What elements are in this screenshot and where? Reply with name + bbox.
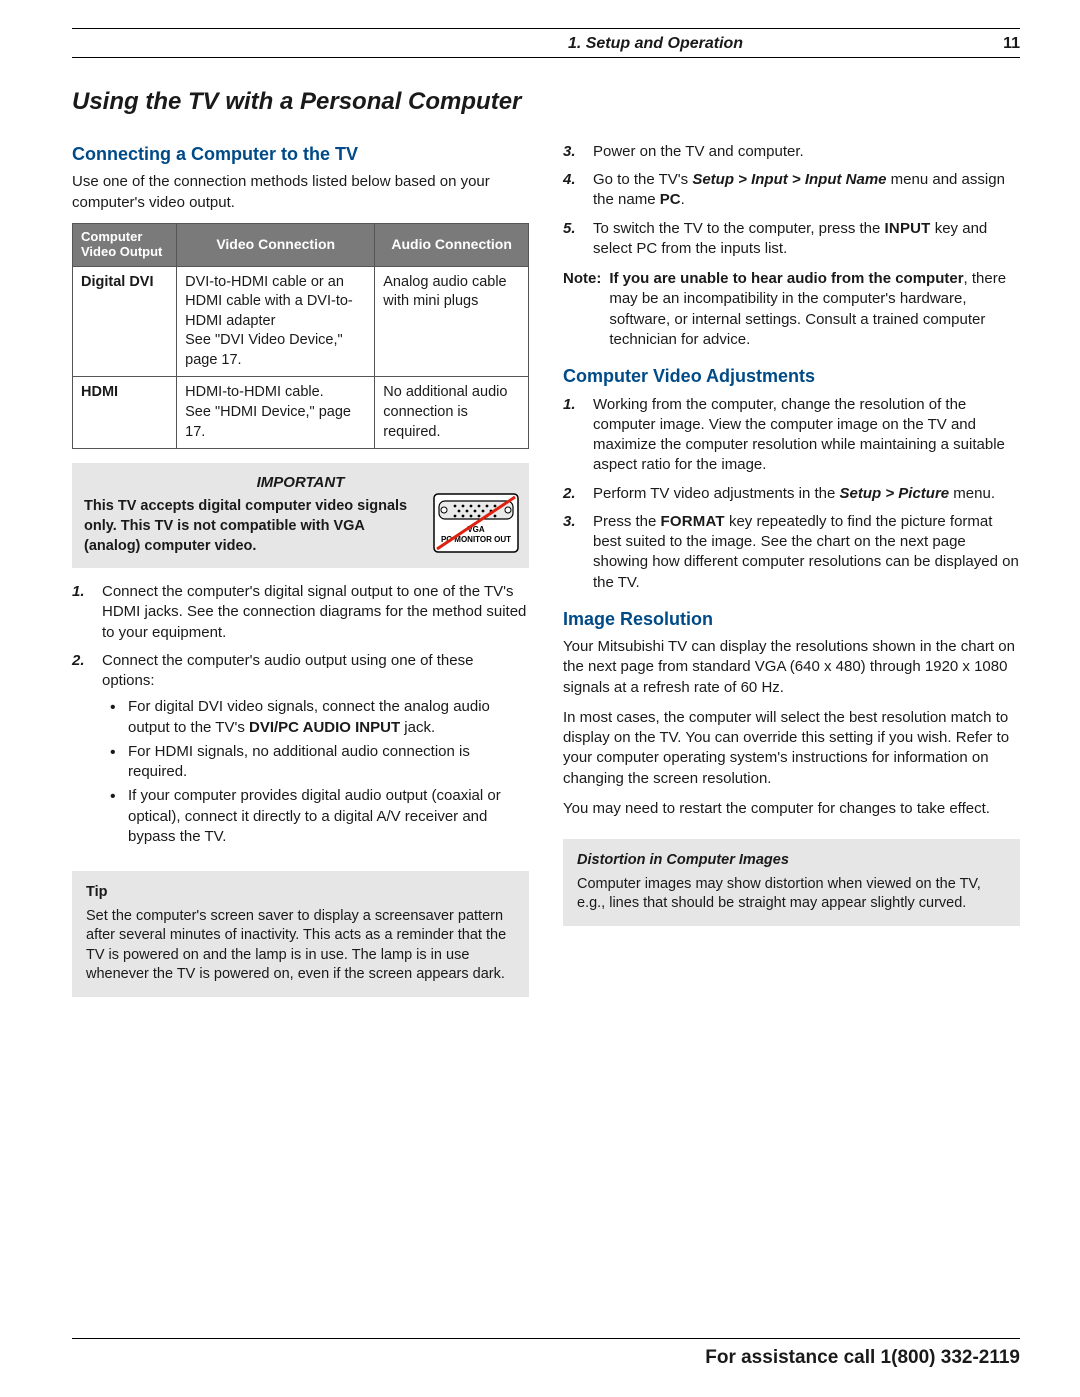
note-body: If you are unable to hear audio from the… bbox=[609, 269, 1020, 350]
note-label: Note: bbox=[563, 269, 601, 350]
list-item: Go to the TV's Setup > Input > Input Nam… bbox=[563, 170, 1020, 211]
resolution-p1: Your Mitsubishi TV can display the resol… bbox=[563, 637, 1020, 698]
th-computer-video-output: Computer Video Output bbox=[73, 223, 177, 266]
cell-audio-hdmi: No additional audio connec­tion is requi… bbox=[375, 377, 529, 449]
adjust-steps: Working from the computer, change the re… bbox=[563, 395, 1020, 593]
heading-resolution: Image Resolution bbox=[563, 607, 1020, 631]
heading-adjustments: Computer Video Adjustments bbox=[563, 364, 1020, 388]
cell-audio-dvi: Analog audio cable with mini plugs bbox=[375, 266, 529, 377]
heading-connecting: Connecting a Computer to the TV bbox=[72, 142, 529, 166]
th-audio-connection: Audio Connection bbox=[375, 223, 529, 266]
connecting-intro: Use one of the connection methods listed… bbox=[72, 172, 529, 213]
distortion-callout: Distortion in Computer Images Computer i… bbox=[563, 839, 1020, 926]
two-column-layout: Connecting a Computer to the TV Use one … bbox=[72, 142, 1020, 997]
header-section: 1. Setup and Operation bbox=[568, 33, 743, 55]
connect-steps: Connect the computer's digital signal ou… bbox=[72, 582, 529, 847]
cell-out-dvi: Digital DVI bbox=[73, 266, 177, 377]
list-item: Connect the computer's audio output usin… bbox=[72, 651, 529, 847]
list-item: Working from the computer, change the re… bbox=[563, 395, 1020, 476]
top-rule-thin bbox=[72, 57, 1020, 58]
connection-table: Computer Video Output Video Connection A… bbox=[72, 223, 529, 449]
left-column: Connecting a Computer to the TV Use one … bbox=[72, 142, 529, 997]
footer-assistance: For assistance call 1(800) 332-2119 bbox=[72, 1338, 1020, 1371]
distortion-title: Distortion in Computer Images bbox=[577, 851, 1006, 871]
audio-options: For digital DVI video signals, connect t… bbox=[102, 697, 529, 847]
right-column: Power on the TV and computer. Go to the … bbox=[563, 142, 1020, 997]
list-item: Press the FORMAT key repeatedly to find … bbox=[563, 512, 1020, 593]
tip-body: Set the computer's screen saver to displ… bbox=[86, 907, 515, 985]
table-row: HDMI HDMI-to-HDMI cable. See "HDMI Devic… bbox=[73, 377, 529, 449]
step-2-text: Connect the computer's audio output usin… bbox=[102, 652, 473, 689]
list-item: Perform TV video adjustments in the Setu… bbox=[563, 484, 1020, 504]
cell-video-dvi: DVI-to-HDMI cable or an HDMI cable with … bbox=[177, 266, 375, 377]
header-page-number: 11 bbox=[1003, 33, 1020, 55]
th-video-connection: Video Connection bbox=[177, 223, 375, 266]
table-row: Digital DVI DVI-to-HDMI cable or an HDMI… bbox=[73, 266, 529, 377]
cell-out-hdmi: HDMI bbox=[73, 377, 177, 449]
list-item: Power on the TV and computer. bbox=[563, 142, 1020, 162]
note: Note: If you are unable to hear audio fr… bbox=[563, 269, 1020, 350]
tip-title: Tip bbox=[86, 883, 515, 903]
list-item: For HDMI signals, no additional audio co… bbox=[102, 742, 529, 783]
resolution-p2: In most cases, the computer will select … bbox=[563, 708, 1020, 789]
right-steps: Power on the TV and computer. Go to the … bbox=[563, 142, 1020, 259]
top-rule bbox=[72, 28, 1020, 29]
tip-callout: Tip Set the computer's screen saver to d… bbox=[72, 871, 529, 997]
page-header: 1. Setup and Operation 11 bbox=[72, 33, 1020, 55]
cell-video-hdmi: HDMI-to-HDMI cable. See "HDMI Device," p… bbox=[177, 377, 375, 449]
list-item: Connect the computer's digital signal ou… bbox=[72, 582, 529, 643]
important-callout: IMPORTANT This TV accepts digital comput… bbox=[72, 463, 529, 568]
page-title: Using the TV with a Personal Computer bbox=[72, 86, 1020, 118]
list-item: For digital DVI video signals, connect t… bbox=[102, 697, 529, 738]
vga-port-icon: VGA PC MONITOR OUT bbox=[433, 493, 519, 559]
important-title: IMPORTANT bbox=[84, 473, 517, 493]
list-item: If your computer provides digital audio … bbox=[102, 786, 529, 847]
list-item: To switch the TV to the computer, press … bbox=[563, 219, 1020, 260]
resolution-p3: You may need to restart the computer for… bbox=[563, 799, 1020, 819]
distortion-body: Computer images may show distortion when… bbox=[577, 875, 1006, 914]
